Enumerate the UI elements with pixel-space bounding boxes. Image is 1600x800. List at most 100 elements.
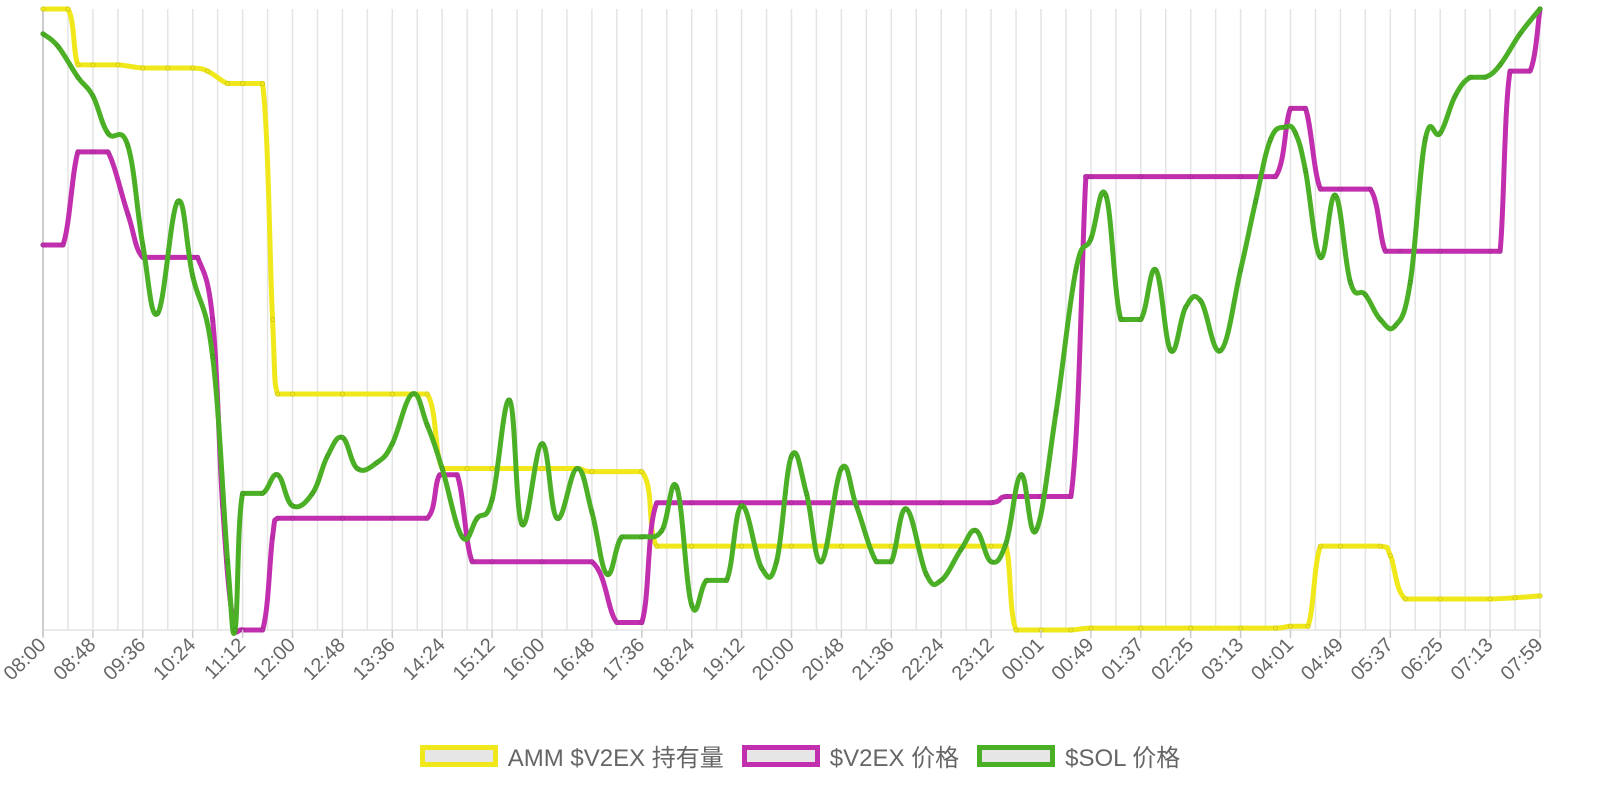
data-point-sol-price[interactable]: [1252, 198, 1259, 205]
data-point-sol-price[interactable]: [210, 354, 216, 360]
data-point-sol-price[interactable]: [1302, 167, 1309, 174]
data-point-amm-holdings[interactable]: [1377, 543, 1383, 549]
data-point-v2ex-price[interactable]: [614, 619, 620, 626]
data-point-sol-price[interactable]: [1218, 347, 1224, 354]
data-point-v2ex-price[interactable]: [125, 211, 131, 217]
data-point-sol-price[interactable]: [788, 453, 795, 459]
data-point-sol-price[interactable]: [489, 496, 495, 503]
data-point-sol-price[interactable]: [1347, 279, 1353, 285]
data-point-sol-price[interactable]: [923, 571, 929, 577]
data-point-amm-holdings[interactable]: [289, 391, 296, 397]
data-point-v2ex-price[interactable]: [1138, 174, 1144, 180]
data-point-sol-price[interactable]: [140, 242, 146, 248]
data-point-sol-price[interactable]: [75, 74, 81, 80]
data-point-sol-price[interactable]: [1537, 6, 1543, 12]
data-point-sol-price[interactable]: [105, 130, 111, 136]
data-point-sol-price[interactable]: [1292, 130, 1299, 136]
data-point-sol-price[interactable]: [1138, 316, 1144, 323]
data-point-amm-holdings[interactable]: [1287, 623, 1294, 629]
data-point-sol-price[interactable]: [1362, 292, 1368, 298]
data-point-sol-price[interactable]: [888, 559, 894, 565]
data-point-v2ex-price[interactable]: [1487, 248, 1493, 254]
data-point-sol-price[interactable]: [988, 559, 994, 565]
data-point-sol-price[interactable]: [574, 465, 580, 472]
data-point-amm-holdings[interactable]: [938, 543, 944, 549]
data-point-v2ex-price[interactable]: [1497, 248, 1503, 254]
data-point-v2ex-price[interactable]: [259, 627, 266, 633]
data-point-sol-price[interactable]: [190, 273, 196, 279]
data-point-amm-holdings[interactable]: [464, 465, 470, 472]
data-point-v2ex-price[interactable]: [60, 242, 66, 248]
data-point-sol-price[interactable]: [738, 503, 745, 509]
data-point-v2ex-price[interactable]: [269, 534, 276, 540]
data-point-amm-holdings[interactable]: [115, 62, 121, 68]
data-point-amm-holdings[interactable]: [1088, 625, 1094, 631]
data-point-amm-holdings[interactable]: [738, 543, 745, 549]
data-point-sol-price[interactable]: [1482, 74, 1488, 80]
data-point-sol-price[interactable]: [873, 559, 879, 565]
data-point-v2ex-price[interactable]: [689, 500, 695, 506]
data-point-amm-holdings[interactable]: [1138, 625, 1144, 631]
legend-item-v2ex-price[interactable]: $V2EX 价格: [741, 738, 959, 773]
data-point-sol-price[interactable]: [125, 143, 131, 149]
data-point-amm-holdings[interactable]: [654, 543, 660, 549]
data-point-amm-holdings[interactable]: [788, 543, 795, 549]
data-point-sol-price[interactable]: [1053, 410, 1059, 416]
data-point-sol-price[interactable]: [724, 577, 730, 583]
data-point-v2ex-price[interactable]: [90, 149, 96, 155]
data-point-v2ex-price[interactable]: [1287, 105, 1294, 111]
data-point-amm-holdings[interactable]: [639, 469, 645, 475]
data-point-v2ex-price[interactable]: [639, 619, 645, 626]
data-point-sol-price[interactable]: [1332, 192, 1339, 198]
data-point-sol-price[interactable]: [274, 472, 281, 478]
data-point-amm-holdings[interactable]: [1437, 596, 1443, 602]
data-point-v2ex-price[interactable]: [988, 500, 994, 506]
data-point-amm-holdings[interactable]: [424, 391, 430, 397]
data-point-v2ex-price[interactable]: [1367, 186, 1373, 192]
data-point-sol-price[interactable]: [1103, 192, 1109, 198]
legend-item-amm-holdings[interactable]: AMM $V2EX 持有量: [419, 738, 724, 773]
data-point-sol-price[interactable]: [439, 465, 445, 472]
data-point-amm-holdings[interactable]: [1537, 593, 1543, 599]
data-point-sol-price[interactable]: [973, 528, 979, 534]
data-point-sol-price[interactable]: [1073, 267, 1079, 273]
data-point-sol-price[interactable]: [1467, 74, 1473, 80]
data-point-v2ex-price[interactable]: [838, 500, 845, 506]
data-point-v2ex-price[interactable]: [788, 500, 795, 506]
data-point-amm-holdings[interactable]: [1387, 552, 1393, 559]
data-point-sol-price[interactable]: [474, 515, 480, 521]
data-point-amm-holdings[interactable]: [1402, 596, 1408, 602]
data-point-sol-price[interactable]: [1422, 136, 1428, 143]
data-point-amm-holdings[interactable]: [1337, 543, 1344, 549]
data-point-amm-holdings[interactable]: [1272, 625, 1279, 631]
data-point-sol-price[interactable]: [1407, 279, 1413, 285]
data-point-v2ex-price[interactable]: [195, 254, 201, 260]
data-point-sol-price[interactable]: [506, 397, 513, 403]
data-point-v2ex-price[interactable]: [1382, 248, 1388, 254]
data-point-sol-price[interactable]: [818, 559, 825, 565]
data-point-v2ex-price[interactable]: [1003, 493, 1009, 500]
data-point-amm-holdings[interactable]: [1487, 596, 1493, 602]
data-point-amm-holdings[interactable]: [838, 543, 845, 549]
data-point-amm-holdings[interactable]: [1512, 595, 1518, 601]
data-point-sol-price[interactable]: [424, 422, 430, 428]
data-point-sol-price[interactable]: [1153, 267, 1159, 273]
data-point-v2ex-price[interactable]: [1188, 174, 1194, 180]
data-point-sol-price[interactable]: [554, 515, 560, 521]
data-point-sol-price[interactable]: [1118, 316, 1124, 323]
data-point-sol-price[interactable]: [1198, 298, 1204, 304]
data-point-amm-holdings[interactable]: [274, 391, 281, 397]
data-point-sol-price[interactable]: [1033, 528, 1039, 534]
data-point-sol-price[interactable]: [1238, 267, 1244, 273]
data-point-amm-holdings[interactable]: [65, 6, 71, 12]
data-point-sol-price[interactable]: [309, 490, 316, 496]
data-point-v2ex-price[interactable]: [454, 472, 460, 478]
data-point-amm-holdings[interactable]: [339, 391, 345, 397]
data-point-v2ex-price[interactable]: [1527, 68, 1533, 74]
data-point-amm-holdings[interactable]: [1188, 625, 1194, 631]
data-point-sol-price[interactable]: [1282, 124, 1289, 130]
data-point-amm-holdings[interactable]: [389, 391, 395, 397]
data-point-sol-price[interactable]: [1517, 31, 1523, 37]
data-point-v2ex-price[interactable]: [938, 500, 944, 506]
data-point-sol-price[interactable]: [232, 627, 238, 633]
